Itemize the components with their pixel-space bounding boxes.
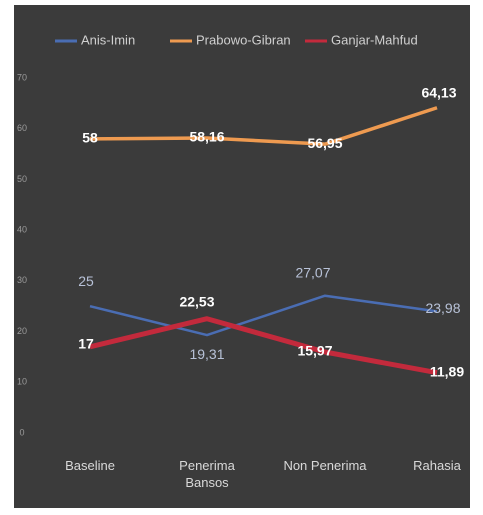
series-line (89, 316, 438, 376)
data-label: 15,97 (297, 343, 332, 359)
y-tick-label: 70 (17, 72, 27, 82)
y-tick-label: 40 (17, 225, 27, 235)
y-tick-label: 50 (17, 174, 27, 184)
x-tick-label: Baseline (65, 458, 115, 473)
series-line (89, 294, 438, 337)
data-label: 25 (78, 273, 94, 289)
legend-label: Ganjar-Mahfud (331, 32, 418, 47)
plot-background (14, 5, 470, 508)
series-line (89, 106, 438, 146)
legend-label: Prabowo-Gibran (196, 32, 291, 47)
x-tick-label: Penerima Bansos (179, 458, 235, 490)
y-tick-label: 20 (17, 326, 27, 336)
legend-label: Anis-Imin (81, 32, 135, 47)
data-label: 58 (82, 130, 98, 146)
data-label: 27,07 (295, 264, 330, 280)
y-tick-label: 30 (17, 275, 27, 285)
data-label: 58,16 (189, 129, 224, 145)
data-label: 17 (78, 335, 94, 351)
y-tick-label: 60 (17, 123, 27, 133)
data-label: 19,31 (189, 346, 224, 362)
data-label: 22,53 (179, 293, 214, 309)
y-tick-label: 10 (17, 377, 27, 387)
x-tick-label: Rahasia (413, 458, 461, 473)
y-tick-label: 0 (19, 427, 24, 437)
data-label: 56,95 (307, 135, 342, 151)
data-label: 11,89 (430, 363, 464, 379)
x-tick-label: Non Penerima (283, 458, 367, 473)
data-label: 23,98 (425, 300, 460, 316)
data-label: 64,13 (421, 84, 456, 100)
